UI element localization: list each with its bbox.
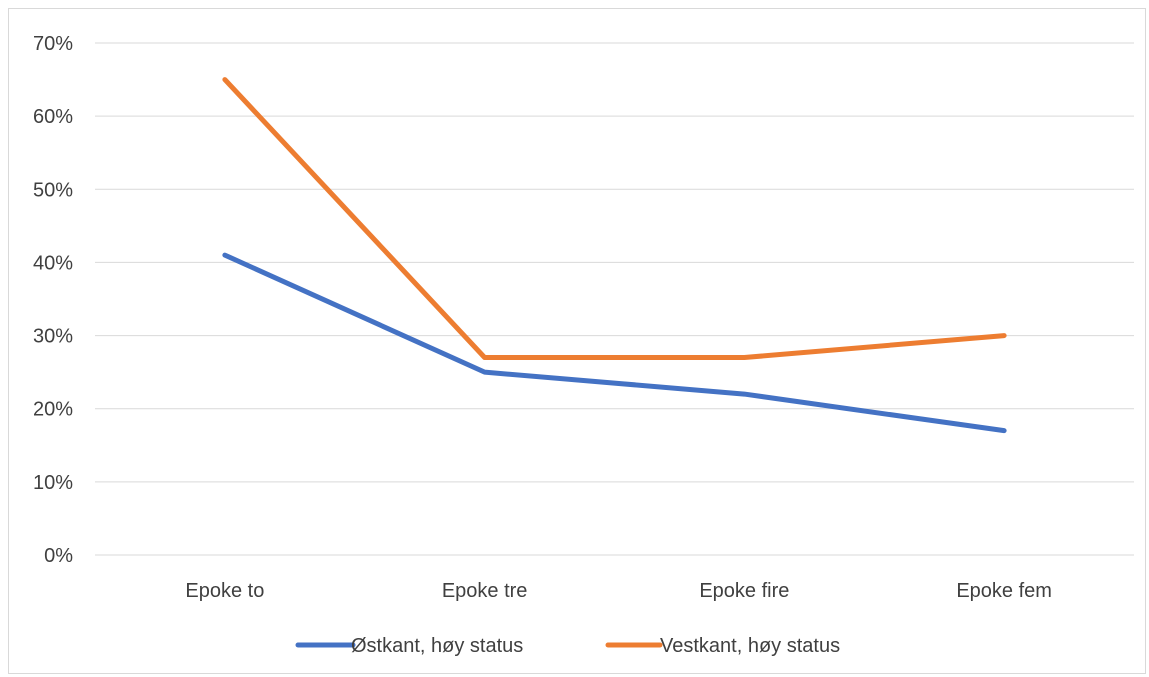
x-tick-label: Epoke fem <box>956 580 1052 602</box>
y-tick-label: 70% <box>33 33 73 55</box>
x-tick-label: Epoke to <box>185 580 264 602</box>
y-tick-label: 20% <box>33 399 73 421</box>
y-tick-label: 10% <box>33 472 73 494</box>
y-tick-label: 60% <box>33 106 73 128</box>
gridlines <box>95 42 1134 556</box>
x-tick-label: Epoke fire <box>699 580 789 602</box>
x-tick-label: Epoke tre <box>442 580 528 602</box>
legend-label: Østkant, høy status <box>351 635 523 657</box>
series-line-1 <box>222 252 1007 434</box>
y-tick-label: 40% <box>33 252 73 274</box>
y-axis-ticks: 0% 10% 20% 30% 40% 50% 60% 70% <box>33 33 73 567</box>
x-axis-ticks: Epoke to Epoke tre Epoke fire Epoke fem <box>185 580 1052 602</box>
legend: Østkant, høy status Vestkant, høy status <box>295 635 840 657</box>
series-line-2 <box>222 77 1007 361</box>
y-tick-label: 0% <box>44 545 73 567</box>
y-tick-label: 50% <box>33 179 73 201</box>
legend-label: Vestkant, høy status <box>660 635 840 657</box>
series-lines <box>222 77 1007 434</box>
y-tick-label: 30% <box>33 326 73 348</box>
